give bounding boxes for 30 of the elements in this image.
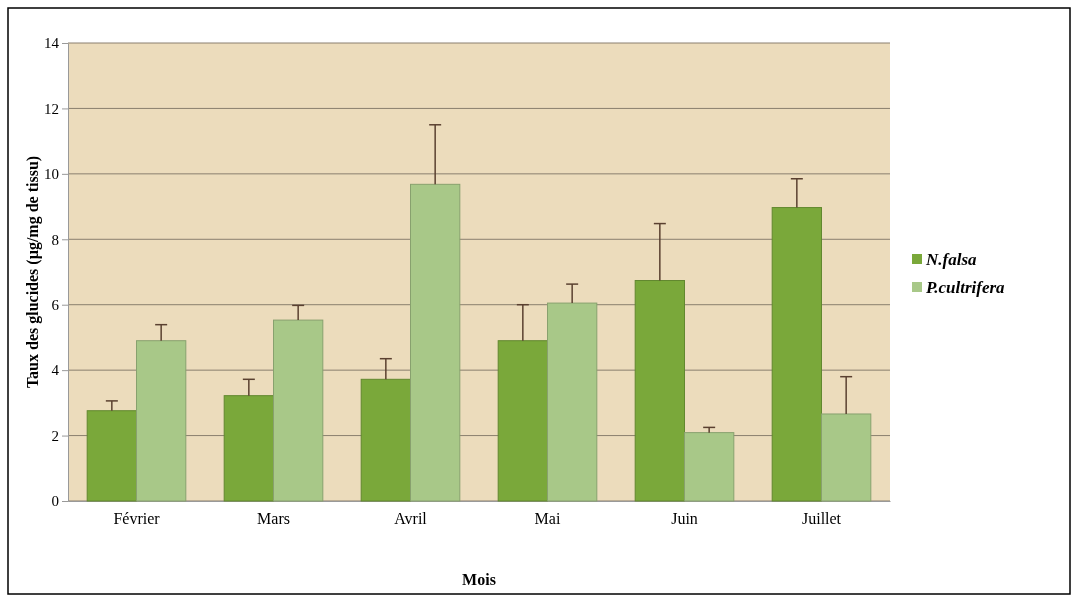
bar: [634, 280, 685, 502]
x-axis-title: Mois: [462, 571, 496, 588]
bar: [821, 413, 872, 502]
y-tick-label: 10: [44, 166, 59, 183]
x-tick-label: Mai: [534, 510, 561, 528]
y-axis-title: Taux des glucides (µg/mg de tissu): [24, 155, 42, 389]
y-tick-label: 0: [51, 493, 59, 510]
y-tick-label: 8: [51, 231, 59, 248]
bar: [136, 340, 187, 502]
legend-label: P.cultrifera: [925, 278, 1006, 297]
y-tick-label: 4: [51, 362, 60, 379]
y-tick-label: 2: [51, 427, 59, 444]
bar: [223, 395, 274, 502]
x-tick-label: Juillet: [801, 510, 842, 528]
legend-label: N.falsa: [925, 250, 978, 269]
x-tick-label: Février: [113, 510, 161, 528]
y-tick-label: 14: [44, 35, 60, 52]
bar: [771, 207, 822, 502]
bar: [684, 432, 735, 502]
x-tick-label: Mars: [257, 510, 290, 528]
y-tick-label: 12: [44, 100, 59, 117]
x-tick-label: Juin: [671, 510, 698, 528]
bar: [547, 302, 598, 502]
x-tick-label: Avril: [394, 510, 428, 528]
y-tick-label: 6: [51, 297, 60, 314]
bar: [86, 410, 137, 502]
bar: [410, 183, 461, 502]
bar: [273, 319, 324, 502]
bar: [360, 378, 411, 502]
bar: [497, 340, 548, 502]
